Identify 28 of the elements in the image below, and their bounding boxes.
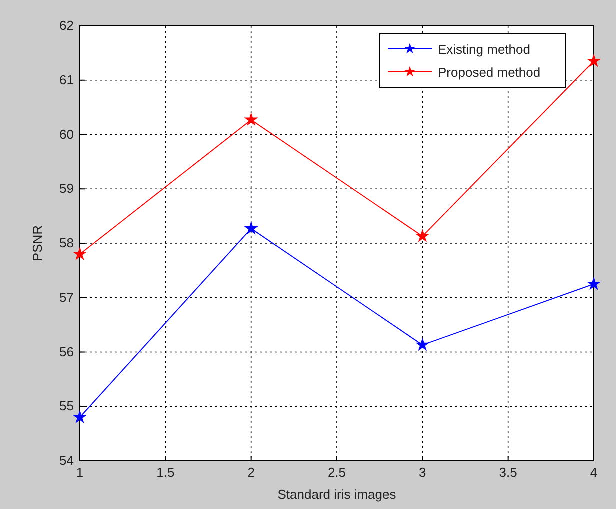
legend-label: Existing method: [438, 42, 530, 57]
y-tick-label: 59: [60, 181, 74, 196]
x-axis-title: Standard iris images: [278, 487, 397, 502]
x-tick-label: 2: [248, 465, 255, 480]
y-tick-label: 56: [60, 344, 74, 360]
point: [588, 278, 600, 290]
x-tick-label: 3: [419, 465, 426, 480]
point: [416, 338, 429, 350]
x-tick-label: 1: [76, 465, 84, 480]
x-tick-label: 1.5: [156, 465, 175, 480]
y-tick-label: 55: [60, 398, 74, 414]
y-tick-label: 60: [60, 126, 74, 142]
point: [245, 222, 258, 234]
y-tick-label: 61: [60, 72, 74, 88]
point: [245, 114, 258, 126]
y-axis-title: PSNR: [30, 225, 45, 262]
point: [588, 55, 600, 66]
x-tick-label: 4: [590, 465, 598, 480]
y-tick-label: 57: [60, 290, 74, 305]
y-tick-label: 62: [60, 18, 74, 33]
y-tick-label: 54: [60, 453, 74, 468]
y-tick-label: 58: [60, 236, 74, 250]
point: [74, 248, 86, 260]
point: [74, 411, 86, 423]
x-tick-label: 3.5: [499, 465, 518, 480]
point: [416, 230, 429, 242]
x-tick-label: 2.5: [328, 465, 346, 480]
legend-label: Proposed method: [438, 65, 541, 80]
